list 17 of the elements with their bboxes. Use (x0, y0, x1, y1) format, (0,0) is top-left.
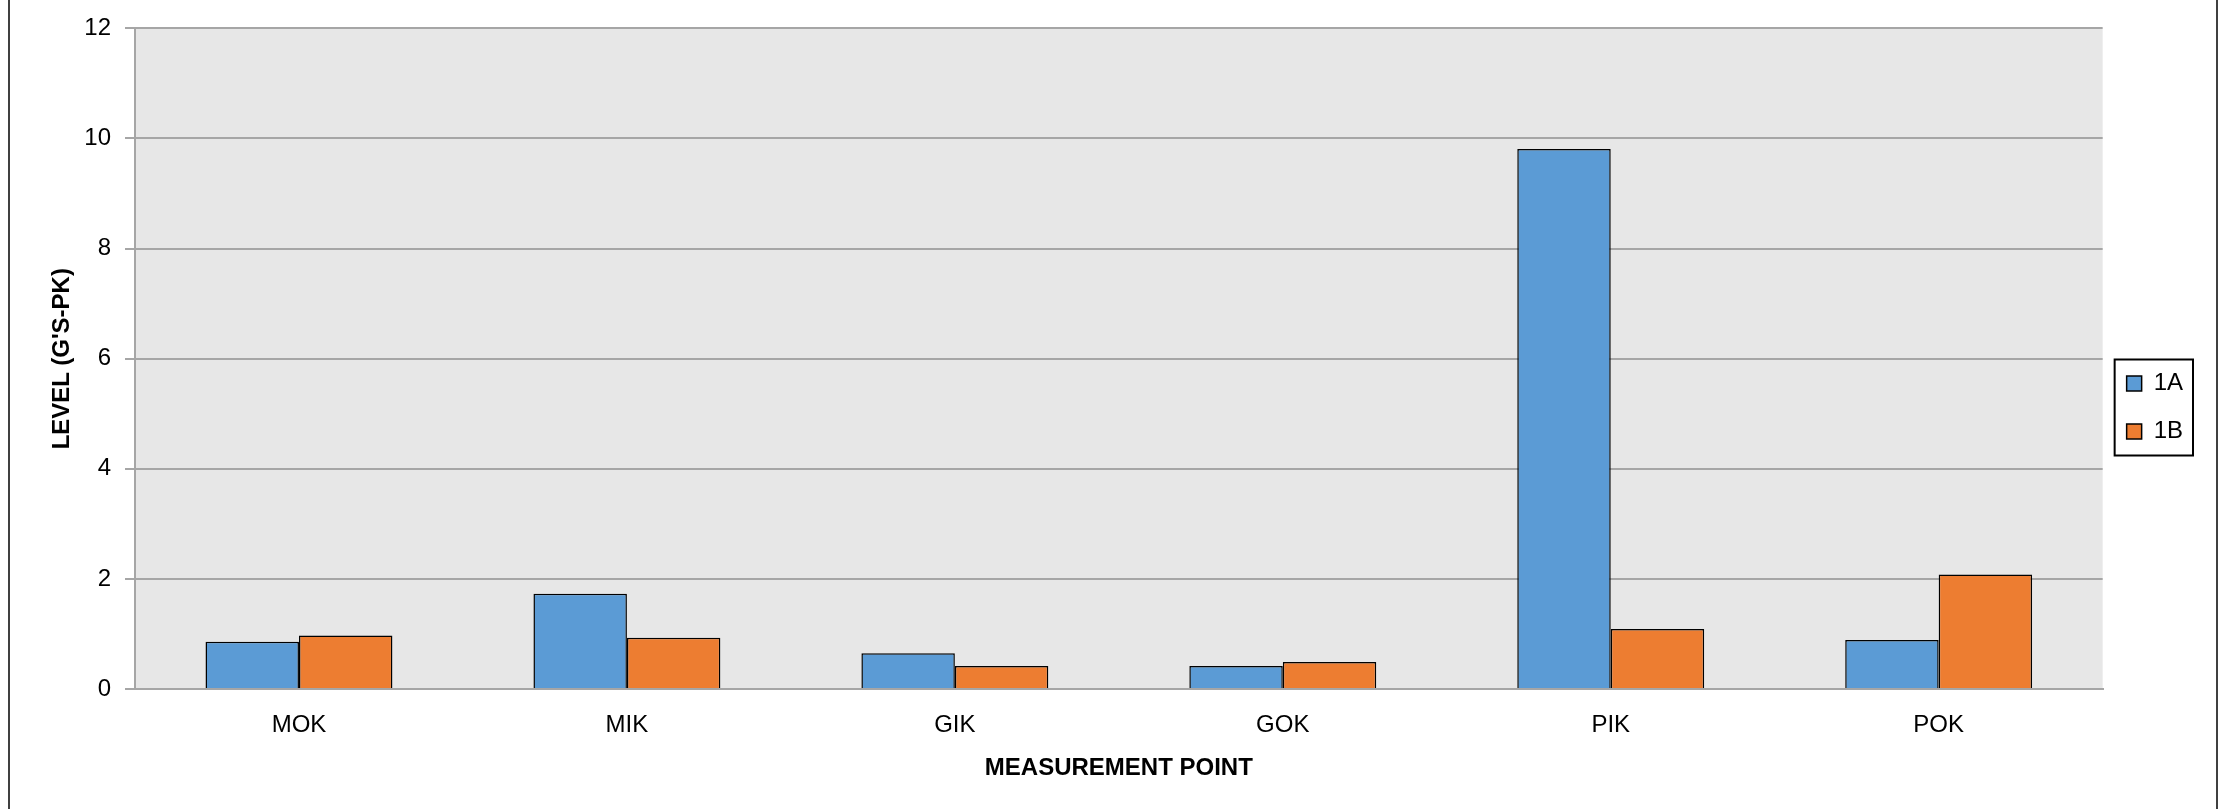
x-axis-title: MEASUREMENT POINT (984, 753, 1254, 781)
y-tick-label: 10 (84, 123, 111, 151)
y-tick-label: 12 (84, 13, 111, 41)
x-tick-label: POK (1913, 710, 1965, 738)
y-tick-label: 6 (97, 343, 111, 371)
x-tick-label: GIK (934, 710, 976, 738)
legend-label: 1B (2153, 416, 2183, 444)
x-tick-label: MOK (271, 710, 327, 738)
x-tick-label: GOK (1256, 710, 1310, 738)
x-tick-label: PIK (1591, 710, 1631, 738)
y-tick-label: 8 (97, 233, 111, 261)
y-tick-label: 4 (97, 453, 111, 481)
y-tick-label: 0 (97, 673, 111, 701)
y-axis-title: LEVEL (G'S-PK) (47, 268, 75, 450)
y-tick-label: 2 (97, 563, 111, 591)
legend-label: 1A (2153, 368, 2183, 396)
x-tick-label: MIK (605, 710, 649, 738)
